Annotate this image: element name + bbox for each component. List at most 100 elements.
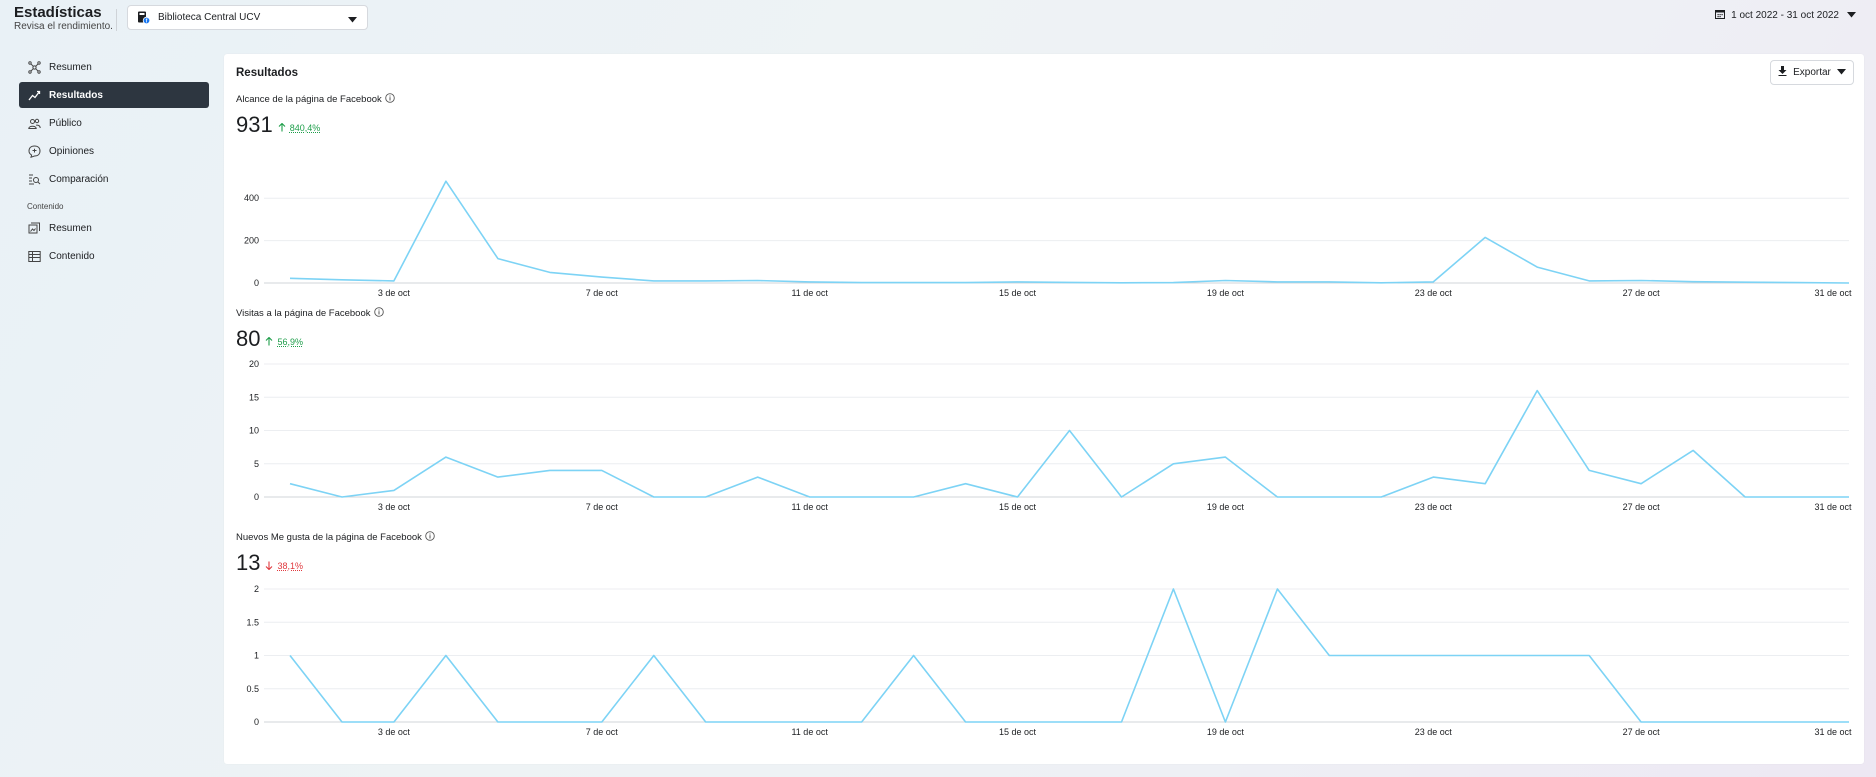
y-tick-label: 0	[254, 278, 259, 288]
y-tick-label: 1	[254, 651, 259, 661]
download-icon	[1778, 66, 1787, 79]
sidebar-item-label: Resultados	[49, 89, 103, 101]
x-tick-label: 3 de oct	[378, 288, 411, 298]
compare-icon	[27, 172, 41, 186]
sidebar: Resumen Resultados Público Opiniones	[19, 54, 209, 271]
date-range-picker[interactable]: 1 oct 2022 - 31 oct 2022	[1715, 9, 1856, 22]
x-tick-label: 7 de oct	[586, 727, 619, 737]
metric-label: Nuevos Me gusta de la página de Facebook	[236, 531, 435, 544]
x-tick-label: 23 de oct	[1415, 502, 1453, 512]
metric-reach: Alcance de la página de Facebook 931 840…	[236, 93, 395, 136]
x-tick-label: 27 de oct	[1623, 727, 1661, 737]
x-tick-label: 11 de oct	[791, 502, 828, 512]
table-icon	[27, 249, 41, 263]
x-tick-label: 19 de oct	[1207, 288, 1245, 298]
metric-label-text: Visitas a la página de Facebook	[236, 308, 371, 319]
y-tick-label: 200	[244, 236, 259, 246]
metric-label-text: Alcance de la página de Facebook	[236, 94, 382, 105]
sidebar-item-resumen[interactable]: Resumen	[19, 54, 209, 80]
x-tick-label: 3 de oct	[378, 727, 411, 737]
panel-title: Resultados	[236, 67, 298, 79]
y-tick-label: 10	[249, 426, 259, 436]
y-tick-label: 0.5	[246, 684, 259, 694]
metric-visits: Visitas a la página de Facebook 80 56,9%	[236, 307, 384, 350]
page-subtitle: Revisa el rendimiento.	[14, 21, 113, 32]
metric-change: 56,9%	[265, 337, 303, 347]
metric-change-value[interactable]: 38,1%	[277, 560, 304, 571]
x-tick-label: 15 de oct	[999, 288, 1037, 298]
chevron-down-icon	[1836, 67, 1846, 78]
x-tick-label: 15 de oct	[999, 727, 1037, 737]
y-tick-label: 5	[254, 459, 259, 469]
arrow-up-icon	[266, 337, 273, 346]
chevron-down-icon	[1847, 10, 1856, 21]
info-icon[interactable]	[385, 93, 395, 106]
sidebar-item-contenido[interactable]: Contenido	[19, 243, 209, 269]
facebook-page-icon: f	[137, 11, 151, 25]
x-tick-label: 31 de oct	[1814, 288, 1852, 298]
x-tick-label: 3 de oct	[378, 502, 411, 512]
y-tick-label: 400	[244, 193, 259, 203]
metric-likes: Nuevos Me gusta de la página de Facebook…	[236, 531, 435, 574]
x-tick-label: 7 de oct	[586, 288, 619, 298]
results-panel: Resultados Exportar Alcance de la página…	[224, 54, 1864, 764]
sidebar-item-label: Contenido	[49, 250, 95, 262]
calendar-icon	[1715, 9, 1726, 22]
metric-label: Alcance de la página de Facebook	[236, 93, 395, 106]
header-divider	[116, 9, 117, 31]
x-tick-label: 11 de oct	[791, 727, 828, 737]
x-tick-label: 23 de oct	[1415, 727, 1453, 737]
x-tick-label: 19 de oct	[1207, 727, 1245, 737]
chart-visits: 0 5 10 15 20 3 de oct 7 de oct 11 de oct 15 de o…	[224, 54, 1864, 574]
sidebar-item-label: Público	[49, 117, 82, 129]
export-label: Exportar	[1793, 67, 1831, 78]
y-tick-label: 15	[249, 392, 259, 402]
sidebar-item-publico[interactable]: Público	[19, 110, 209, 136]
metric-change: 840,4%	[278, 122, 321, 133]
sidebar-item-resultados[interactable]: Resultados	[19, 82, 209, 108]
metric-value: 13	[236, 550, 261, 575]
arrow-down-icon	[266, 561, 273, 570]
x-tick-label: 31 de oct	[1814, 727, 1852, 737]
page-selector[interactable]: f Biblioteca Central UCV	[127, 5, 368, 30]
metric-change-value[interactable]: 56,9%	[277, 336, 304, 347]
svg-text:f: f	[146, 19, 148, 25]
sidebar-item-opiniones[interactable]: Opiniones	[19, 138, 209, 164]
network-icon	[27, 60, 41, 74]
info-icon[interactable]	[373, 307, 384, 320]
content-summary-icon	[27, 221, 41, 235]
export-button[interactable]: Exportar	[1770, 60, 1854, 85]
info-icon[interactable]	[425, 531, 435, 544]
x-tick-label: 23 de oct	[1415, 288, 1453, 298]
y-tick-label: 0	[254, 717, 259, 727]
x-tick-label: 11 de oct	[791, 288, 828, 298]
chart-reach: 0 200 400 3 de oct 7 de oct 11 de oct 15 de oc…	[224, 54, 1864, 354]
x-tick-label: 31 de oct	[1814, 502, 1852, 512]
y-tick-label: 20	[249, 359, 259, 369]
sidebar-item-comparacion[interactable]: Comparación	[19, 166, 209, 192]
chart-likes: 0 0.5 1 1.5 2 3 de oct 7 de oct 11 de oct 15 de …	[224, 54, 1864, 764]
y-tick-label: 2	[254, 584, 259, 594]
metric-change-value[interactable]: 840,4%	[289, 122, 321, 133]
metric-label: Visitas a la página de Facebook	[236, 307, 384, 320]
sidebar-item-label: Comparación	[49, 173, 109, 185]
visits-line-chart: 0 5 10 15 20 3 de oct 7 de oct 11 de oct 15 de o…	[249, 359, 1852, 512]
x-tick-label: 19 de oct	[1207, 502, 1245, 512]
y-tick-label: 1.5	[246, 617, 259, 627]
trend-icon	[27, 88, 41, 102]
metric-value: 80	[236, 326, 261, 351]
chat-icon	[27, 144, 41, 158]
metric-change: 38,1%	[265, 561, 303, 571]
page-title: Estadísticas	[14, 4, 102, 21]
x-tick-label: 7 de oct	[586, 502, 619, 512]
top-bar: Estadísticas Revisa el rendimiento. f Bi…	[0, 0, 1876, 46]
metric-label-text: Nuevos Me gusta de la página de Facebook	[236, 532, 422, 543]
date-range-label: 1 oct 2022 - 31 oct 2022	[1731, 10, 1839, 21]
title-block: Estadísticas Revisa el rendimiento.	[14, 4, 113, 33]
sidebar-section-label: Contenido	[27, 202, 64, 211]
x-tick-label: 15 de oct	[999, 502, 1037, 512]
reach-line-chart: 0 200 400 3 de oct 7 de oct 11 de oct 15 de oc…	[244, 180, 1852, 298]
y-tick-label: 0	[254, 492, 259, 502]
sidebar-item-content-resumen[interactable]: Resumen	[19, 215, 209, 241]
x-tick-label: 27 de oct	[1623, 288, 1661, 298]
